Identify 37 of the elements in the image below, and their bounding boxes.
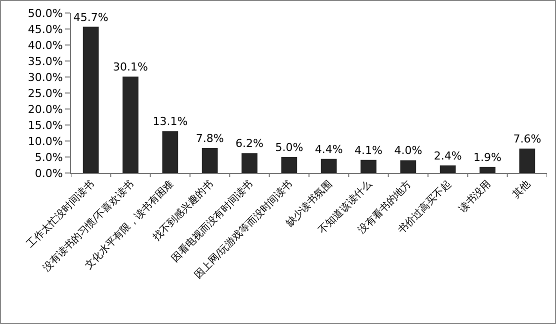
y-tick-label: 10.0%: [28, 134, 63, 148]
data-label: 13.1%: [152, 115, 188, 128]
x-tick-label: 读书没用: [456, 178, 494, 215]
data-label: 5.0%: [275, 141, 304, 154]
bar: [519, 148, 536, 173]
data-label: 6.2%: [236, 137, 264, 150]
y-tick-label: 40.0%: [28, 38, 63, 52]
bar: [202, 148, 218, 173]
bar: [281, 157, 298, 173]
data-label: 2.4%: [434, 149, 462, 162]
y-tick-label: 30.0%: [28, 70, 63, 84]
bar: [122, 76, 138, 173]
data-label: 7.8%: [196, 132, 224, 146]
y-tick-label: 45.0%: [28, 22, 63, 36]
data-label: 30.1%: [113, 60, 148, 74]
data-label: 4.0%: [394, 144, 422, 158]
y-tick-label: 0.0%: [34, 166, 63, 180]
bar: [320, 158, 337, 173]
data-label: 7.6%: [513, 132, 542, 146]
bar: [360, 160, 376, 173]
x-tick-label: 其他: [510, 178, 533, 201]
bar: [242, 153, 258, 173]
data-label: 4.1%: [354, 144, 382, 157]
bar: [440, 165, 456, 173]
y-tick-label: 15.0%: [28, 118, 63, 132]
bar: [162, 131, 178, 173]
data-label: 4.4%: [314, 142, 343, 156]
bar: [82, 26, 99, 173]
y-tick-label: 50.0%: [28, 6, 63, 20]
bar: [480, 166, 496, 173]
data-label: 1.9%: [474, 150, 502, 164]
y-tick-label: 35.0%: [28, 54, 63, 68]
y-tick-label: 20.0%: [28, 102, 63, 116]
bar: [400, 160, 416, 173]
y-tick-label: 5.0%: [34, 150, 63, 164]
y-tick-label: 25.0%: [28, 86, 63, 100]
data-label: 45.7%: [73, 10, 108, 24]
